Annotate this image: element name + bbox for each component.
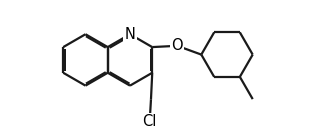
Text: Cl: Cl <box>142 114 157 129</box>
Text: N: N <box>125 27 135 42</box>
Text: O: O <box>171 38 183 53</box>
